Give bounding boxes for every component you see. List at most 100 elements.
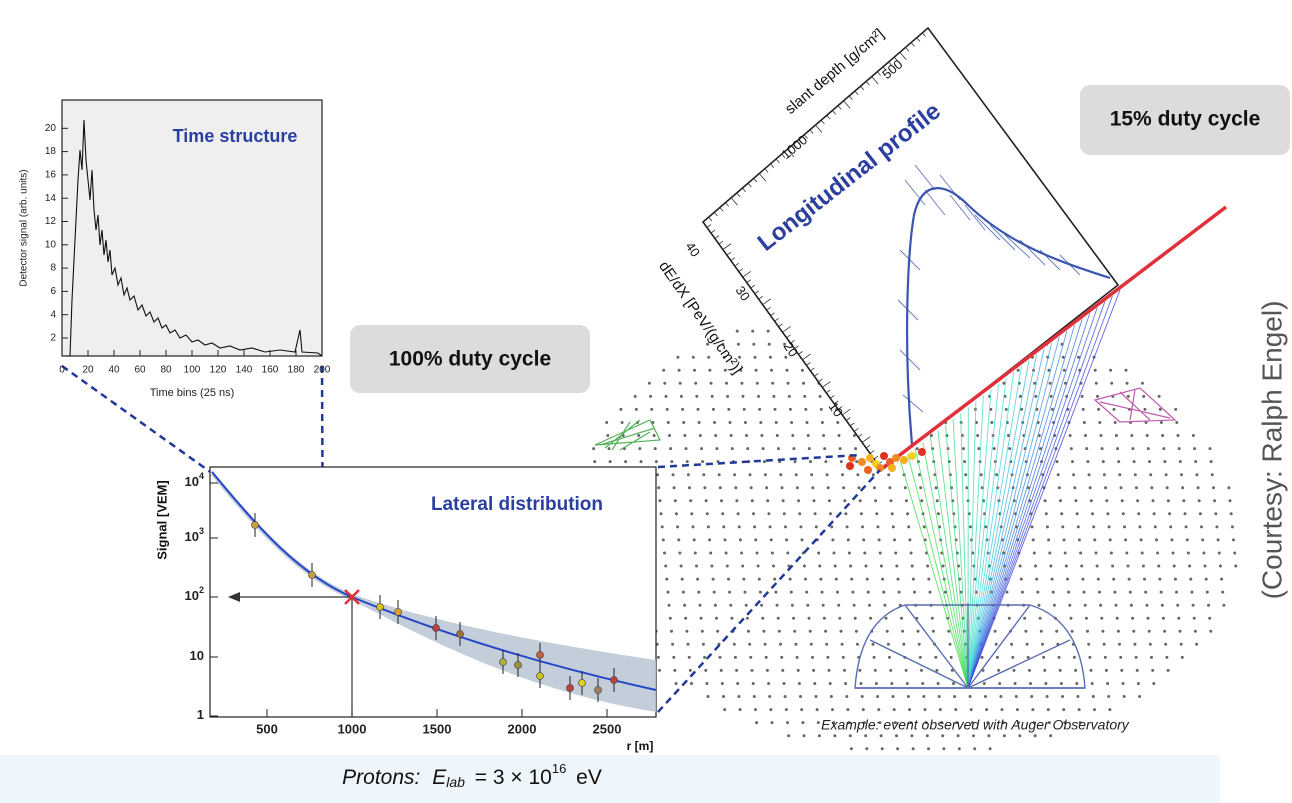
y-tick-label: 102: [185, 585, 204, 603]
array-dot: [1008, 617, 1011, 620]
array-dot: [1180, 473, 1183, 476]
array-dot: [886, 630, 889, 633]
array-dot: [609, 460, 612, 463]
array-dot: [1130, 434, 1133, 437]
array-dot: [799, 525, 802, 528]
array-dot: [953, 695, 956, 698]
array-dot: [788, 395, 791, 398]
lateral-panel: Lateral distribution Signal [VEM] r [m] …: [154, 467, 656, 753]
array-dot: [1117, 630, 1120, 633]
array-dot: [792, 447, 795, 450]
array-dot: [1149, 643, 1152, 646]
array-dot: [1095, 382, 1098, 385]
array-dot: [808, 617, 811, 620]
array-dot: [840, 630, 843, 633]
array-dot: [796, 656, 799, 659]
array-dot: [721, 682, 724, 685]
array-dot: [675, 682, 678, 685]
data-point: [537, 673, 544, 680]
array-dot: [1098, 421, 1101, 424]
array-dot: [734, 486, 737, 489]
array-dot: [1119, 656, 1122, 659]
array-dot: [680, 395, 683, 398]
array-dot: [1092, 695, 1095, 698]
array-dot: [718, 473, 721, 476]
array-dot: [887, 643, 890, 646]
array-dot: [905, 499, 908, 502]
x-tick-label: 140: [236, 365, 253, 376]
array-dot: [1162, 617, 1165, 620]
array-dot: [754, 708, 757, 711]
array-dot: [1120, 669, 1123, 672]
array-dot: [841, 473, 844, 476]
array-dot: [1086, 630, 1089, 633]
array-dot: [707, 525, 710, 528]
array-dot: [823, 617, 826, 620]
array-dot: [744, 421, 747, 424]
array-dot: [843, 669, 846, 672]
array-dot: [830, 695, 833, 698]
array-dot: [810, 473, 813, 476]
array-dot: [755, 369, 758, 372]
array-dot: [1207, 604, 1210, 607]
array-dot: [726, 565, 729, 568]
array-dot: [1065, 565, 1068, 568]
array-dot: [695, 565, 698, 568]
array-dot: [621, 421, 624, 424]
array-dot: [853, 604, 856, 607]
array-dot: [694, 382, 697, 385]
array-dot: [913, 591, 916, 594]
station: [892, 454, 900, 462]
array-dot: [712, 408, 715, 411]
array-dot: [592, 447, 595, 450]
array-dot: [824, 630, 827, 633]
array-dot: [950, 656, 953, 659]
array-dot: [1148, 630, 1151, 633]
array-dot: [1111, 565, 1114, 568]
array-dot: [727, 578, 730, 581]
array-dot: [1066, 578, 1069, 581]
array-dot: [1189, 578, 1192, 581]
figure: Longitudinal profile slant depth [g/cm²]…: [0, 0, 1292, 803]
array-dot: [821, 591, 824, 594]
array-dot: [753, 695, 756, 698]
array-dot: [1001, 708, 1004, 711]
y-tick-label: 4: [50, 309, 56, 320]
array-dot: [749, 656, 752, 659]
array-dot: [673, 669, 676, 672]
array-dot: [757, 565, 760, 568]
array-dot: [707, 695, 710, 698]
array-dot: [1099, 604, 1102, 607]
array-dot: [689, 669, 692, 672]
array-dot: [1187, 552, 1190, 555]
array-dot: [1180, 643, 1183, 646]
array-dot: [1135, 656, 1138, 659]
array-dot: [685, 447, 688, 450]
array-dot: [827, 486, 830, 489]
array-dot: [804, 408, 807, 411]
array-dot: [1016, 708, 1019, 711]
array-dot: [692, 356, 695, 359]
array-dot: [984, 695, 987, 698]
array-dot: [738, 525, 741, 528]
array-dot: [756, 382, 759, 385]
array-dot: [774, 408, 777, 411]
array-dot: [1150, 486, 1153, 489]
array-dot: [1053, 604, 1056, 607]
array-dot: [1084, 604, 1087, 607]
array-dot: [771, 721, 774, 724]
array-dot: [1008, 447, 1011, 450]
array-dot: [1194, 630, 1197, 633]
array-dot: [931, 617, 934, 620]
array-dot: [657, 656, 660, 659]
array-dot: [989, 747, 992, 750]
array-dot: [809, 460, 812, 463]
array-dot: [733, 643, 736, 646]
array-dot: [1209, 447, 1212, 450]
array-dot: [949, 643, 952, 646]
array-dot: [771, 382, 774, 385]
array-dot: [676, 356, 679, 359]
array-dot: [1200, 525, 1203, 528]
array-dot: [1128, 578, 1131, 581]
array-dot: [1074, 499, 1077, 502]
